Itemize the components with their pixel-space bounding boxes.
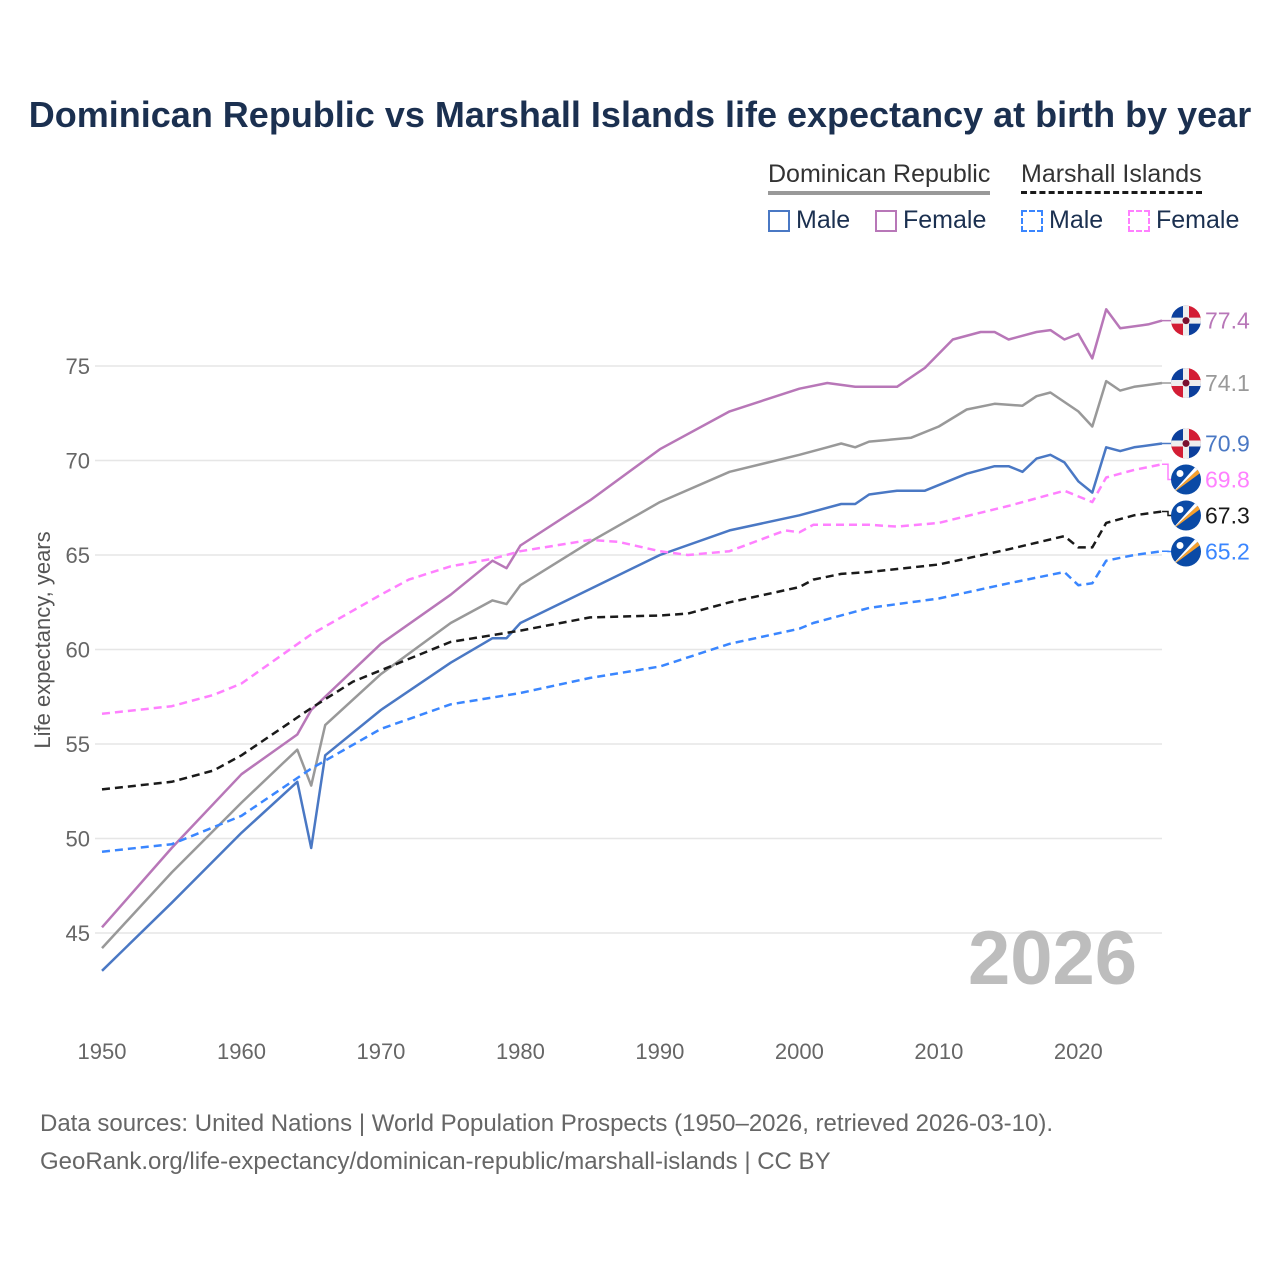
year-watermark: 2026	[968, 916, 1138, 1001]
series-line-marshall-islands-male	[101, 549, 1163, 853]
chart-title: Dominican Republic vs Marshall Islands l…	[28, 94, 1252, 135]
dominican-republic-flag-icon	[1171, 305, 1201, 336]
y-tick-label: 65	[66, 543, 90, 568]
marshall-islands-flag-icon	[1171, 536, 1201, 567]
end-value-label: 69.8	[1205, 466, 1250, 492]
legend-item-mi-female[interactable]: Female	[1128, 206, 1239, 235]
legend-label: Male	[796, 206, 851, 234]
legend-item-dr-female[interactable]: Female	[875, 206, 986, 235]
series-line-marshall-islands	[101, 510, 1163, 791]
label-connector	[1162, 463, 1172, 481]
source-line: Data sources: United Nations | World Pop…	[40, 1110, 1054, 1137]
x-tick-label: 2000	[775, 1039, 824, 1064]
legend-label: Female	[1156, 206, 1240, 234]
label-connector	[1162, 510, 1172, 517]
series-line-dominican-republic-female	[101, 308, 1163, 929]
dominican-republic-flag-icon	[1171, 428, 1201, 459]
footer: Data sources: United Nations | World Pop…	[40, 1105, 1053, 1181]
legend-item-dr-male[interactable]: Male	[768, 206, 850, 235]
end-value-label: 77.4	[1205, 308, 1250, 334]
series-line-dominican-republic-male	[101, 442, 1163, 972]
y-tick-label: 70	[66, 449, 90, 474]
legend-swatch	[875, 209, 897, 232]
x-tick-label: 2010	[914, 1039, 963, 1064]
marshall-islands-flag-icon	[1171, 500, 1201, 531]
legend-group-dominican-republic: Dominican Republic	[768, 160, 991, 195]
x-tick-label: 1950	[78, 1039, 127, 1064]
y-tick-label: 50	[66, 827, 90, 852]
y-tick-label: 60	[66, 638, 90, 663]
y-tick-label: 55	[66, 732, 90, 757]
source-link[interactable]: GeoRank.org/life-expectancy/dominican-re…	[40, 1148, 831, 1175]
end-value-label: 74.1	[1205, 370, 1250, 396]
end-value-label: 67.3	[1205, 502, 1250, 528]
legend-swatch	[1128, 209, 1150, 232]
legend-label: Male	[1049, 206, 1104, 234]
legend-group-marshall-islands: Marshall Islands	[1021, 160, 1202, 194]
y-axis-label: Life expectancy, years	[30, 531, 55, 748]
end-value-label: 65.2	[1205, 538, 1250, 564]
end-value-label: 70.9	[1205, 430, 1250, 456]
legend-swatch	[768, 209, 790, 232]
marshall-islands-flag-icon	[1171, 464, 1201, 495]
y-tick-label: 45	[66, 921, 90, 946]
legend-label: Female	[903, 206, 987, 234]
x-tick-label: 2020	[1054, 1039, 1103, 1064]
legend-title-dominican-republic: Dominican Republic	[768, 160, 991, 195]
legend-swatch	[1021, 209, 1043, 232]
x-tick-label: 1990	[635, 1039, 684, 1064]
series-line-marshall-islands-female	[101, 463, 1163, 716]
x-tick-label: 1960	[217, 1039, 266, 1064]
legend-item-mi-male[interactable]: Male	[1021, 206, 1103, 235]
x-tick-label: 1980	[496, 1039, 545, 1064]
x-tick-label: 1970	[356, 1039, 405, 1064]
y-tick-label: 75	[66, 354, 90, 379]
dominican-republic-flag-icon	[1171, 368, 1201, 399]
legend-title-marshall-islands: Marshall Islands	[1021, 160, 1202, 194]
